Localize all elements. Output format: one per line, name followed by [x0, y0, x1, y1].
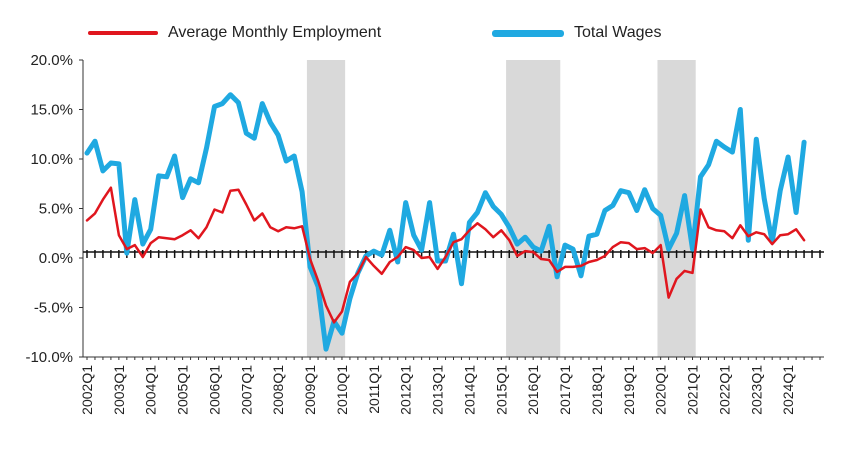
x-tick-label: 2023Q1 — [748, 365, 764, 415]
axes — [79, 59, 824, 360]
x-tick-label: 2005Q1 — [175, 365, 191, 415]
x-tick-label: 2017Q1 — [557, 365, 573, 415]
x-tick-label: 2006Q1 — [207, 365, 223, 415]
x-tick-label: 2022Q1 — [716, 365, 732, 415]
x-tick-label: 2016Q1 — [525, 365, 541, 415]
recession-band-0 — [306, 60, 346, 357]
x-tick-label: 2019Q1 — [621, 365, 637, 415]
recession-band-2 — [657, 60, 696, 357]
x-tick-label: 2008Q1 — [270, 365, 286, 415]
recession-shading-layer — [306, 60, 696, 357]
x-tick-label: 2012Q1 — [398, 365, 414, 415]
x-tick-label: 2020Q1 — [653, 365, 669, 415]
y-tick-label: 10.0% — [30, 151, 73, 168]
legend: Average Monthly Employment Total Wages — [0, 24, 850, 48]
recession-band-1 — [506, 60, 561, 357]
x-tick-label: 2003Q1 — [111, 365, 127, 415]
legend-swatch-employment — [88, 31, 158, 35]
legend-label-wages: Total Wages — [574, 24, 662, 41]
tick-labels: 20.0% 15.0% 10.0% 5.0% 0.0% -5.0% -10.0% 2002Q1… — [25, 52, 796, 415]
y-tick-label: 15.0% — [30, 102, 73, 119]
y-tick-label: 20.0% — [30, 52, 73, 69]
series-line-employment — [85, 186, 806, 324]
y-tick-label: 0.0% — [39, 250, 73, 267]
x-tick-label: 2021Q1 — [685, 365, 701, 415]
x-tick-label: 2024Q1 — [780, 365, 796, 415]
x-tick-label: 2004Q1 — [143, 365, 159, 415]
legend-item-employment: Average Monthly Employment — [88, 24, 381, 42]
x-tick-label: 2018Q1 — [589, 365, 605, 415]
legend-label-employment: Average Monthly Employment — [168, 24, 382, 41]
y-tick-label: 5.0% — [39, 201, 73, 218]
series-layer — [84, 92, 807, 352]
x-tick-label: 2007Q1 — [238, 365, 254, 415]
x-tick-label: 2010Q1 — [334, 365, 350, 415]
y-tick-label: -10.0% — [25, 349, 73, 366]
legend-item-wages: Total Wages — [492, 24, 661, 42]
x-tick-label: 2014Q1 — [461, 365, 477, 415]
x-tick-label: 2002Q1 — [79, 365, 95, 415]
legend-swatch-wages — [492, 29, 564, 37]
x-tick-label: 2013Q1 — [430, 365, 446, 415]
x-tick-label: 2015Q1 — [493, 365, 509, 415]
y-tick-label: -5.0% — [34, 300, 73, 317]
series-line-wages — [84, 92, 807, 352]
x-tick-label: 2011Q1 — [366, 365, 382, 414]
x-tick-label: 2009Q1 — [302, 365, 318, 415]
